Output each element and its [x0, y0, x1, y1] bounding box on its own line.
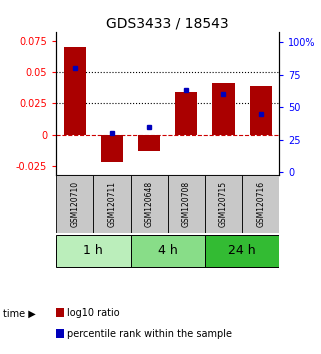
- Text: GSM120708: GSM120708: [182, 181, 191, 227]
- FancyBboxPatch shape: [56, 235, 131, 267]
- Text: GSM120715: GSM120715: [219, 181, 228, 227]
- Text: GSM120710: GSM120710: [70, 181, 79, 227]
- Text: 4 h: 4 h: [158, 244, 178, 257]
- Bar: [175, 92, 197, 135]
- Bar: [101, 135, 123, 162]
- Text: percentile rank within the sample: percentile rank within the sample: [67, 329, 232, 339]
- Text: GSM120711: GSM120711: [108, 181, 117, 227]
- FancyBboxPatch shape: [205, 235, 279, 267]
- FancyBboxPatch shape: [131, 175, 168, 233]
- FancyBboxPatch shape: [93, 175, 131, 233]
- FancyBboxPatch shape: [131, 235, 205, 267]
- Text: GSM120716: GSM120716: [256, 181, 265, 227]
- Bar: [213, 83, 235, 135]
- Text: 24 h: 24 h: [228, 244, 256, 257]
- FancyBboxPatch shape: [242, 175, 279, 233]
- Bar: [138, 135, 160, 151]
- Title: GDS3433 / 18543: GDS3433 / 18543: [106, 17, 229, 31]
- FancyBboxPatch shape: [205, 175, 242, 233]
- FancyBboxPatch shape: [56, 175, 93, 233]
- FancyBboxPatch shape: [168, 175, 205, 233]
- Bar: [249, 86, 272, 135]
- Text: 1 h: 1 h: [83, 244, 103, 257]
- Text: log10 ratio: log10 ratio: [67, 308, 120, 318]
- Bar: [64, 47, 86, 135]
- Text: time ▶: time ▶: [3, 308, 36, 318]
- Text: GSM120648: GSM120648: [145, 181, 154, 227]
